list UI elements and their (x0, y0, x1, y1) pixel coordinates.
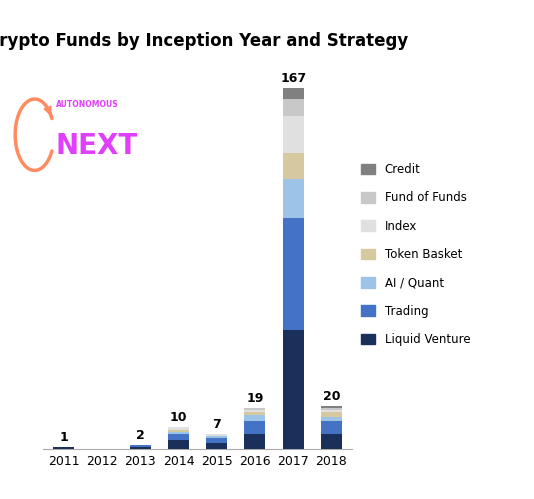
Bar (245, 421, 265, 434)
Bar (206, 438, 227, 443)
Text: 7: 7 (213, 418, 221, 431)
Text: NEXT: NEXT (56, 132, 138, 160)
Bar (321, 417, 342, 421)
Bar (245, 434, 265, 449)
Text: 2: 2 (136, 429, 145, 442)
Text: 19: 19 (246, 392, 264, 405)
Bar (321, 421, 342, 434)
Bar (245, 415, 265, 421)
Bar (168, 432, 189, 434)
Bar (206, 443, 227, 449)
Bar (245, 408, 265, 410)
Text: 167: 167 (280, 72, 306, 85)
Bar (245, 410, 265, 412)
Bar (282, 153, 304, 179)
Bar (206, 434, 227, 436)
Bar (321, 408, 342, 410)
Bar (130, 447, 151, 449)
Bar (282, 116, 304, 153)
Bar (282, 88, 304, 99)
Bar (282, 99, 304, 116)
Bar (321, 412, 342, 417)
Bar (168, 430, 189, 432)
Bar (245, 412, 265, 415)
Text: 1: 1 (59, 431, 68, 444)
Bar (206, 436, 227, 438)
Bar (53, 447, 74, 449)
Bar (321, 406, 342, 408)
Bar (282, 179, 304, 218)
Text: 10: 10 (170, 411, 187, 424)
Bar (282, 330, 304, 449)
Text: AUTONOMOUS: AUTONOMOUS (56, 100, 118, 109)
Bar (168, 428, 189, 430)
Legend: Credit, Fund of Funds, Index, Token Basket, AI / Quant, Trading, Liquid Venture: Credit, Fund of Funds, Index, Token Bask… (361, 163, 470, 346)
Bar (282, 218, 304, 330)
Bar (321, 434, 342, 449)
Bar (130, 445, 151, 447)
Bar (168, 434, 189, 441)
Bar (168, 441, 189, 449)
Text: next.autonomous.com: next.autonomous.com (24, 217, 142, 227)
Text: 20: 20 (323, 390, 340, 403)
Title: Crypto Funds by Inception Year and Strategy: Crypto Funds by Inception Year and Strat… (0, 32, 408, 50)
Bar (321, 410, 342, 412)
